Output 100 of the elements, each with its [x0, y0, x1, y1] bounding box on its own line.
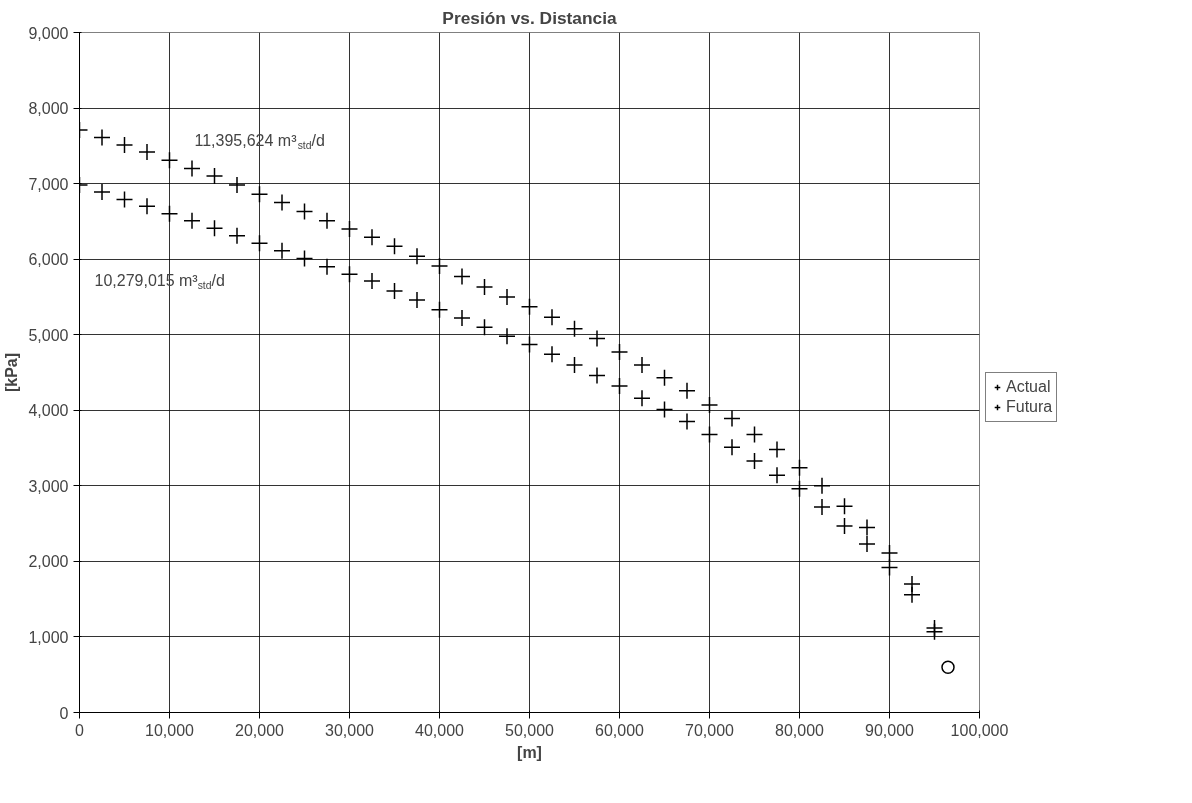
point [295, 202, 314, 221]
point [430, 301, 449, 319]
chart-title: Presión vs. Distancia [442, 7, 618, 28]
point [205, 219, 224, 237]
point [318, 257, 336, 276]
x-tick-label: 20,000 [235, 721, 285, 739]
point [588, 366, 606, 385]
point [768, 466, 786, 485]
point [790, 458, 809, 477]
point [453, 267, 471, 286]
y-axis-title: [kPa] [3, 352, 21, 393]
point [588, 329, 606, 348]
point [941, 660, 955, 674]
legend-label: Futura [1006, 398, 1053, 416]
point [340, 265, 359, 284]
x-tick-label: 60,000 [595, 721, 645, 739]
point [880, 558, 899, 577]
point [498, 327, 516, 345]
point [183, 211, 201, 230]
y-tick-label: 0 [59, 704, 69, 722]
point [768, 440, 786, 459]
x-tick-label: 10,000 [145, 721, 195, 739]
y-tick-label: 5,000 [28, 326, 69, 344]
point [430, 257, 449, 275]
x-tick-label: 80,000 [775, 721, 825, 739]
point [858, 535, 876, 553]
point [610, 377, 629, 395]
point [453, 309, 471, 327]
point [205, 167, 224, 185]
y-tick-label: 7,000 [28, 175, 69, 193]
y-tick-label: 2,000 [28, 553, 69, 571]
point [655, 400, 674, 419]
point [228, 176, 246, 194]
x-tick-label: 100,000 [950, 721, 1009, 739]
point [115, 136, 134, 154]
point [723, 438, 741, 457]
x-tick-label: 40,000 [415, 721, 465, 739]
y-tick-label: 1,000 [28, 628, 69, 646]
y-tick-label: 9,000 [28, 24, 69, 42]
point [723, 409, 741, 428]
y-tick-label: 6,000 [28, 251, 69, 269]
point [318, 211, 336, 230]
x-tick-label: 50,000 [505, 721, 555, 739]
point [340, 220, 359, 238]
point [93, 128, 111, 147]
x-tick-label: 90,000 [865, 721, 915, 739]
point [250, 234, 269, 253]
point [408, 247, 426, 265]
point [273, 242, 291, 260]
point [543, 345, 561, 364]
point [633, 389, 651, 407]
point [115, 190, 134, 209]
point [678, 381, 696, 400]
point [93, 183, 111, 201]
point [880, 544, 899, 562]
point [925, 619, 944, 637]
point [295, 249, 314, 268]
point [250, 185, 269, 203]
point [475, 318, 494, 336]
point [813, 477, 831, 495]
x-tick-label: 30,000 [325, 721, 375, 739]
point [835, 517, 854, 535]
y-tick-label: 4,000 [28, 402, 69, 420]
point [835, 497, 854, 515]
point [745, 452, 764, 470]
point [610, 343, 629, 361]
point [363, 228, 381, 247]
point [160, 205, 179, 223]
point [520, 298, 539, 316]
point [543, 308, 561, 327]
y-tick-label: 8,000 [28, 100, 69, 118]
point [183, 159, 201, 178]
point [565, 356, 584, 374]
point [700, 425, 719, 444]
point [813, 498, 831, 516]
point [790, 480, 809, 498]
point [633, 356, 651, 374]
point [655, 369, 674, 387]
point [138, 143, 156, 161]
x-axis-title: [m] [517, 743, 542, 761]
x-tick-label: 70,000 [685, 721, 735, 739]
point [385, 237, 404, 256]
point [160, 151, 179, 169]
point [903, 575, 921, 593]
point [138, 197, 156, 216]
point [408, 291, 426, 309]
point [363, 272, 381, 290]
point [858, 518, 876, 537]
point [520, 335, 539, 354]
point [385, 282, 404, 300]
legend-label: Actual [1006, 378, 1051, 396]
point [475, 278, 494, 296]
point [498, 288, 516, 306]
point [678, 412, 696, 431]
point [228, 226, 246, 245]
point [273, 193, 291, 212]
point [745, 425, 764, 444]
point [565, 319, 584, 338]
y-tick-label: 3,000 [28, 477, 69, 495]
point [700, 396, 719, 414]
